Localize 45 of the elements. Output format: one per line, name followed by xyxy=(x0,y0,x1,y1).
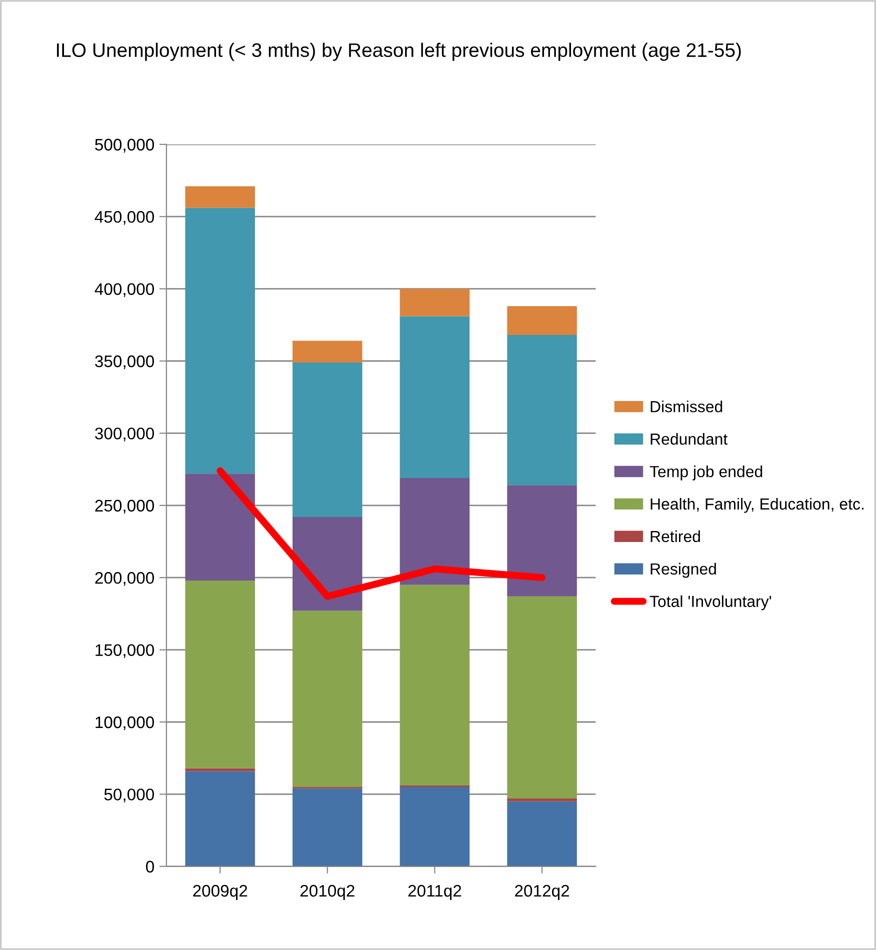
y-tick-label: 50,000 xyxy=(104,788,154,802)
bar xyxy=(507,596,577,799)
bar xyxy=(507,798,577,802)
bar xyxy=(400,316,470,478)
bar xyxy=(185,186,255,208)
y-tick-label: 250,000 xyxy=(95,500,154,514)
legend-label: Health, Family, Education, etc. xyxy=(650,498,864,513)
legend-label: Total 'Involuntary' xyxy=(650,595,772,610)
y-tick-label: 0 xyxy=(146,860,154,873)
bar xyxy=(185,474,255,580)
x-tick-label: 2012q2 xyxy=(515,884,569,900)
legend-label: Redundant xyxy=(650,433,728,445)
bar xyxy=(400,288,470,316)
y-tick-label: 450,000 xyxy=(94,211,154,225)
y-tick-label: 500,000 xyxy=(95,138,154,153)
bar xyxy=(292,516,362,611)
y-tick-label: 100,000 xyxy=(96,716,154,730)
legend-label: Dismissed xyxy=(650,400,722,412)
y-tick-label: 150,000 xyxy=(96,644,154,658)
bar xyxy=(400,478,470,585)
bar xyxy=(292,340,362,362)
chart-title: ILO Unemployment (< 3 mths) by Reason left previous employment (age 21-55) xyxy=(56,42,741,61)
bar xyxy=(400,786,470,866)
bar xyxy=(292,788,362,866)
x-tick-label: 2009q2 xyxy=(193,884,248,900)
y-tick-label: 350,000 xyxy=(95,355,154,370)
x-tick-label: 2010q2 xyxy=(300,884,354,900)
x-tick-label: 2011q2 xyxy=(408,884,462,900)
y-tick-label: 400,000 xyxy=(94,283,154,297)
bar xyxy=(185,580,255,768)
bar xyxy=(185,768,255,772)
bar xyxy=(507,485,577,596)
y-tick-label: 300,000 xyxy=(95,428,154,442)
bar xyxy=(507,335,577,486)
bar xyxy=(400,584,470,786)
legend-label: Temp job ended xyxy=(650,465,762,480)
bar xyxy=(185,208,255,474)
legend-label: Retired xyxy=(650,530,700,542)
bar xyxy=(507,801,577,866)
bar xyxy=(507,306,577,336)
bar xyxy=(185,771,255,866)
bar xyxy=(292,362,362,517)
legend-label: Resigned xyxy=(650,562,716,578)
y-tick-label: 200,000 xyxy=(95,572,154,586)
bar xyxy=(292,610,362,787)
